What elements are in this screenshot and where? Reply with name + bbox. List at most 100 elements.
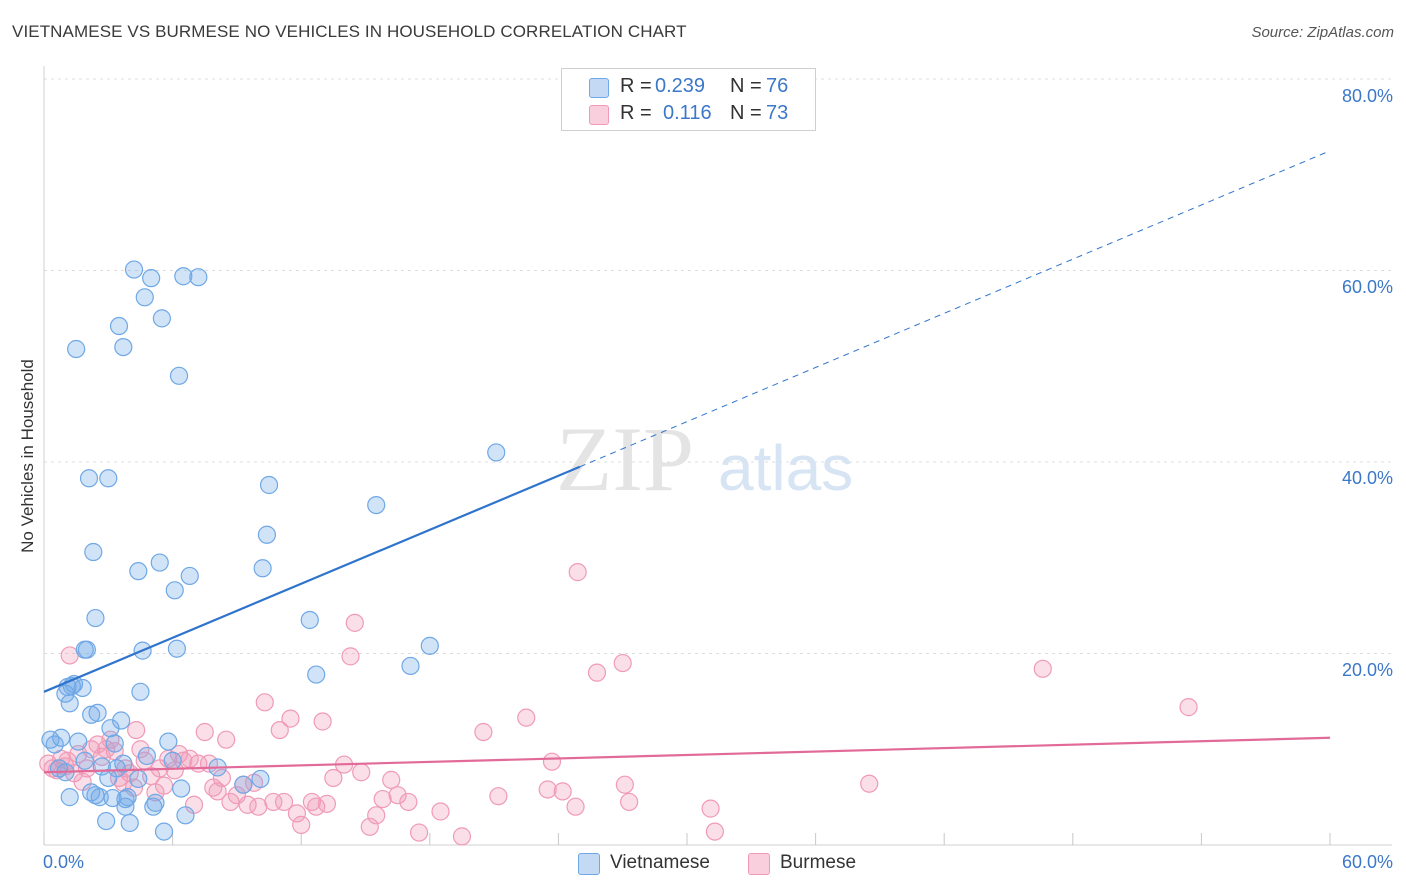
vietnamese-point [60,788,79,807]
vietnamese-point [124,260,144,279]
vietnamese-point [120,813,139,833]
vietnamese-point [152,309,171,328]
burmese-point [568,563,587,582]
burmese-point [388,786,407,805]
legend-n-value: 73 [766,102,789,124]
burmese-point [542,752,562,771]
vietnamese-point [487,443,506,462]
vietnamese-point [146,793,165,812]
vietnamese-point [99,469,118,488]
watermark-zip: ZIP [556,408,694,510]
legend-swatch-vietnamese [589,78,609,98]
legend-row-burmese: R = 0.116 N = 73 [562,102,815,128]
burmese-point [705,822,724,841]
vietnamese-point [73,678,92,698]
burmese-point [587,663,607,682]
burmese-point [367,806,386,825]
vietnamese-point [90,788,109,807]
burmese-point [274,792,294,812]
burmese-point [474,722,493,742]
vietnamese-point [135,288,154,307]
y-tick-label: 20.0% [1341,660,1393,680]
vietnamese-point [107,759,126,778]
burmese-points [39,563,1198,846]
legend: R = 0.239 N = 76 R = 0.116 N = 73 [561,68,816,131]
vietnamese-point [86,608,105,628]
legend-r-value: 0.239 [655,75,706,97]
legend-n-value: 76 [766,75,789,97]
vietnamese-point [142,269,161,288]
burmese-point [373,789,392,809]
burmese-point [352,763,371,782]
vietnamese-point [52,728,71,747]
vietnamese-point [116,789,135,809]
burmese-point [620,792,639,812]
vietnamese-point [367,495,386,515]
burmese-point [221,792,240,812]
vietnamese-point [109,316,129,336]
y-axis-label: No Vehicles in Household [18,359,37,553]
vietnamese-point [167,639,186,658]
vietnamese-point [114,338,133,357]
y-tick-label: 60.0% [1341,277,1393,297]
vietnamese-point [234,775,253,794]
burmese-point [270,720,289,740]
vietnamese-point [154,822,174,841]
burmese-trend-line [43,736,1331,774]
vietnamese-point [259,475,279,495]
burmese-point [517,708,536,727]
vietnamese-points [41,260,506,841]
vietnamese-point [84,542,103,562]
burmese-point [489,787,508,806]
burmese-point [345,613,364,632]
burmese-point [613,653,632,673]
burmese-point [324,768,343,788]
trend-lines [43,150,1331,774]
vietnamese-point [60,694,79,713]
burmese-point [212,768,231,788]
y-tick-label: 40.0% [1341,468,1393,488]
burmese-point [307,797,326,816]
burmese-point [281,709,300,728]
bottom-legend-label: Burmese [780,852,857,873]
x-tick-label: 0.0% [43,852,85,872]
legend-n-label: N = [730,75,762,97]
bottom-legend-swatch-vietnamese [578,853,600,875]
vietnamese-point [67,339,86,359]
legend-swatch-burmese [589,105,609,125]
burmese-point [615,775,634,794]
burmese-point [217,730,236,749]
legend-row-vietnamese: R = 0.239 N = 76 [562,75,815,101]
vietnamese-point [97,811,116,831]
burmese-point [255,693,274,712]
burmese-point [538,780,557,799]
vietnamese-point [189,268,208,287]
burmese-point [127,720,146,740]
vietnamese-point [129,769,148,789]
burmese-point [313,712,332,731]
burmese-point [860,774,879,793]
vietnamese-point [45,735,64,754]
burmese-point [154,776,174,795]
vietnamese-point [180,566,199,586]
legend-n-label: N = [730,102,762,124]
vietnamese-point [150,553,169,572]
source-label: Source: ZipAtlas.com [1251,24,1394,41]
burmese-point [382,770,401,789]
vietnamese-point [77,640,96,659]
vietnamese-trend-line [43,465,581,693]
vietnamese-point [82,705,101,724]
legend-r-label: R = [620,75,652,97]
vietnamese-point [129,562,148,581]
vietnamese-point [165,581,184,600]
vietnamese-point [172,779,191,798]
vietnamese-trend-extension [579,150,1331,468]
vietnamese-point [82,783,101,802]
burmese-point [701,799,720,818]
vietnamese-point [420,636,439,655]
vietnamese-point [174,267,193,286]
burmese-point [341,647,360,666]
vietnamese-point [307,665,326,684]
y-tick-label: 80.0% [1341,86,1393,106]
